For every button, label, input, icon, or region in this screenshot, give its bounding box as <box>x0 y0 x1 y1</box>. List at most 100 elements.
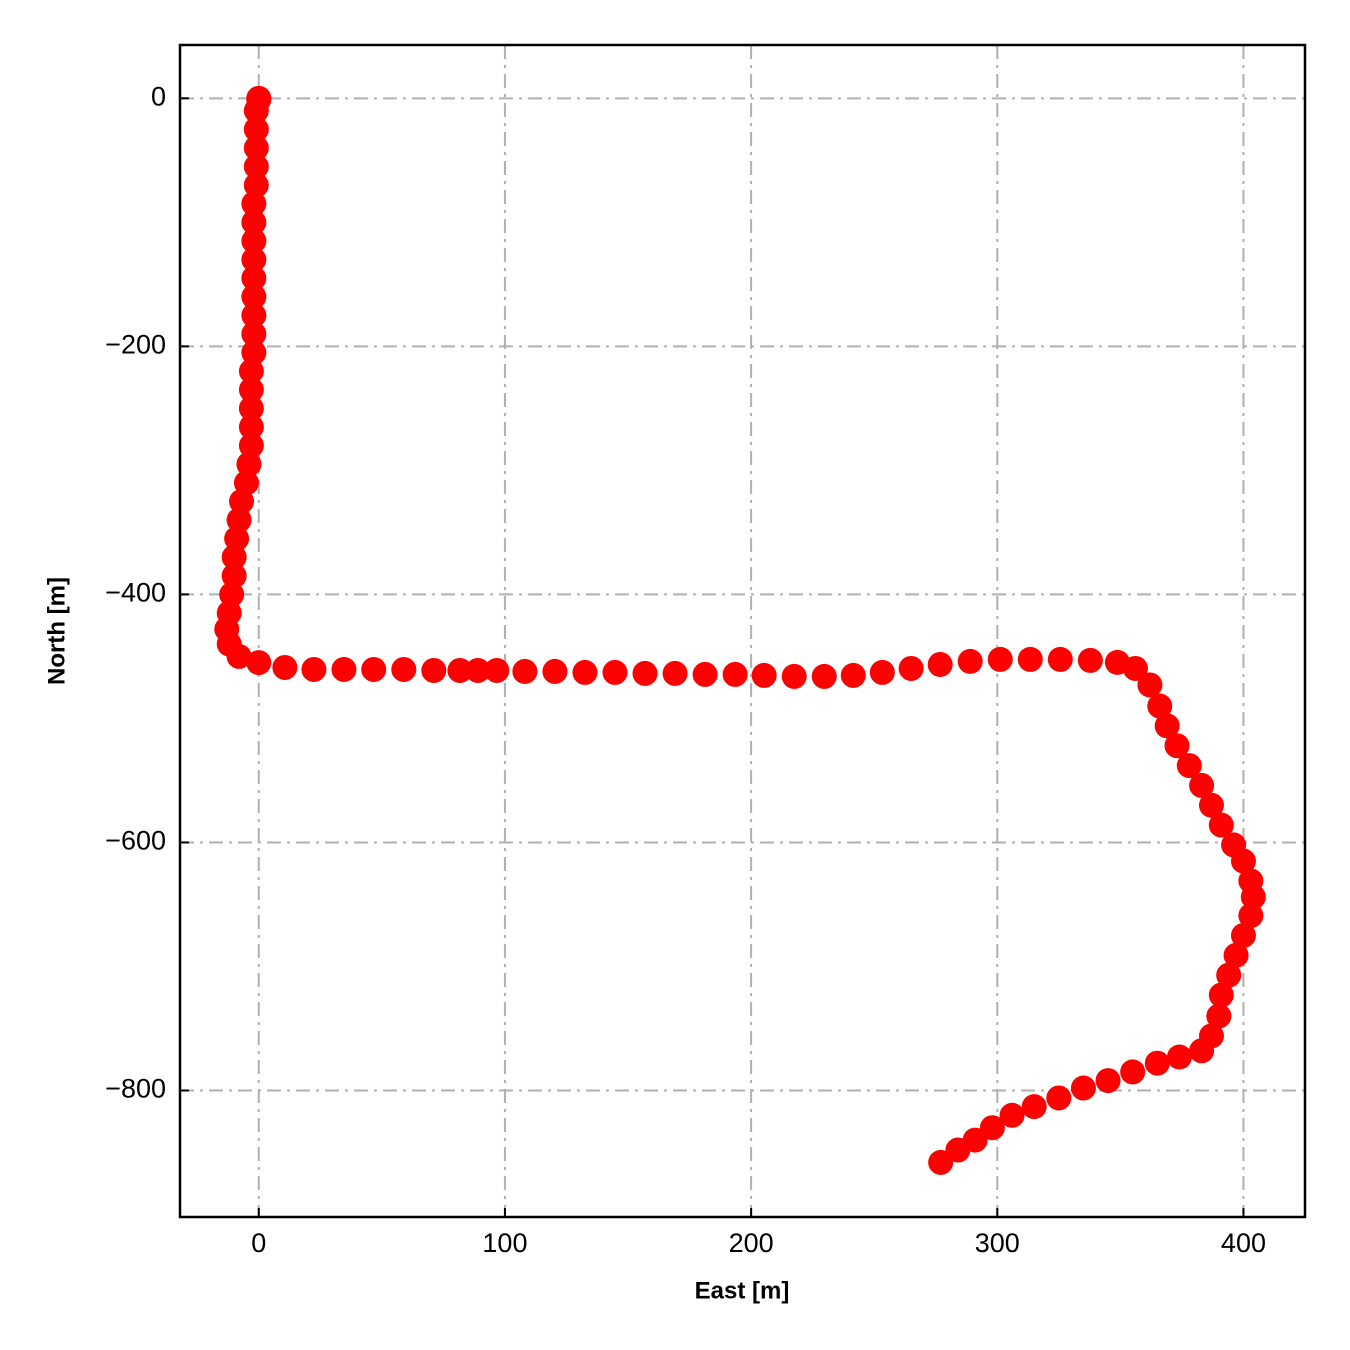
point <box>1238 903 1264 929</box>
point <box>241 228 267 254</box>
point <box>243 116 269 142</box>
point <box>238 377 264 403</box>
point <box>226 507 252 533</box>
y-tick-label: 0 <box>151 81 166 111</box>
point <box>236 451 262 477</box>
point <box>1223 942 1249 968</box>
point <box>945 1137 971 1163</box>
point <box>957 648 983 674</box>
point <box>898 655 924 681</box>
point <box>1208 812 1234 838</box>
point <box>241 340 267 366</box>
point <box>221 563 247 589</box>
point <box>238 414 264 440</box>
point <box>1137 672 1163 698</box>
point <box>811 663 837 689</box>
point <box>632 660 658 686</box>
point <box>224 526 250 552</box>
point <box>301 656 327 682</box>
point <box>781 663 807 689</box>
point <box>243 154 269 180</box>
point <box>722 661 748 687</box>
point <box>1077 647 1103 673</box>
point <box>1230 848 1256 874</box>
point <box>272 654 298 680</box>
point <box>1017 646 1043 672</box>
point <box>243 98 269 124</box>
point <box>241 302 267 328</box>
x-tick-label: 0 <box>251 1228 266 1258</box>
point <box>484 657 510 683</box>
point <box>1070 1075 1096 1101</box>
y-tick-label: −200 <box>105 329 166 359</box>
point <box>512 658 538 684</box>
point <box>869 659 895 685</box>
point <box>241 321 267 347</box>
point <box>1144 1050 1170 1076</box>
point <box>999 1102 1025 1128</box>
point <box>1095 1068 1121 1094</box>
point <box>241 247 267 273</box>
point <box>229 488 255 514</box>
point <box>927 651 953 677</box>
point <box>751 662 777 688</box>
point <box>241 284 267 310</box>
y-tick-label: −600 <box>105 826 166 856</box>
point <box>1021 1094 1047 1120</box>
point <box>1154 713 1180 739</box>
point <box>391 656 417 682</box>
point <box>1046 1085 1072 1111</box>
point <box>692 661 718 687</box>
point <box>238 433 264 459</box>
x-axis-title: East [m] <box>695 1277 790 1304</box>
point <box>1198 792 1224 818</box>
point <box>1166 1044 1192 1070</box>
point <box>987 646 1013 672</box>
point <box>1240 884 1266 910</box>
point <box>662 660 688 686</box>
point <box>243 135 269 161</box>
point <box>219 581 245 607</box>
point <box>241 209 267 235</box>
y-axis-title: North [m] <box>43 577 70 685</box>
point <box>1176 753 1202 779</box>
y-tick-label: −400 <box>105 578 166 608</box>
point <box>1147 693 1173 719</box>
point <box>979 1115 1005 1141</box>
point <box>1206 1003 1232 1029</box>
point <box>241 191 267 217</box>
point <box>221 544 247 570</box>
point <box>246 650 272 676</box>
x-tick-label: 100 <box>482 1228 527 1258</box>
point <box>1164 733 1190 759</box>
point <box>840 662 866 688</box>
point <box>1189 772 1215 798</box>
x-tick-label: 300 <box>975 1228 1020 1258</box>
point <box>928 1149 954 1175</box>
point <box>465 657 491 683</box>
point <box>243 172 269 198</box>
point <box>238 358 264 384</box>
point <box>241 265 267 291</box>
point <box>1120 1059 1146 1085</box>
point <box>1047 646 1073 672</box>
point <box>542 658 568 684</box>
point <box>226 643 252 669</box>
point <box>331 656 357 682</box>
point <box>1216 962 1242 988</box>
point <box>361 656 387 682</box>
point <box>447 657 473 683</box>
point <box>1208 982 1234 1008</box>
point <box>1230 922 1256 948</box>
point <box>572 659 598 685</box>
point <box>1122 655 1148 681</box>
y-tick-label: −800 <box>105 1074 166 1104</box>
point <box>602 659 628 685</box>
point <box>238 395 264 421</box>
x-tick-label: 400 <box>1221 1228 1266 1258</box>
point <box>1189 1038 1215 1064</box>
plot-frame <box>178 43 1307 1219</box>
point <box>421 657 447 683</box>
x-tick-label: 200 <box>729 1228 774 1258</box>
